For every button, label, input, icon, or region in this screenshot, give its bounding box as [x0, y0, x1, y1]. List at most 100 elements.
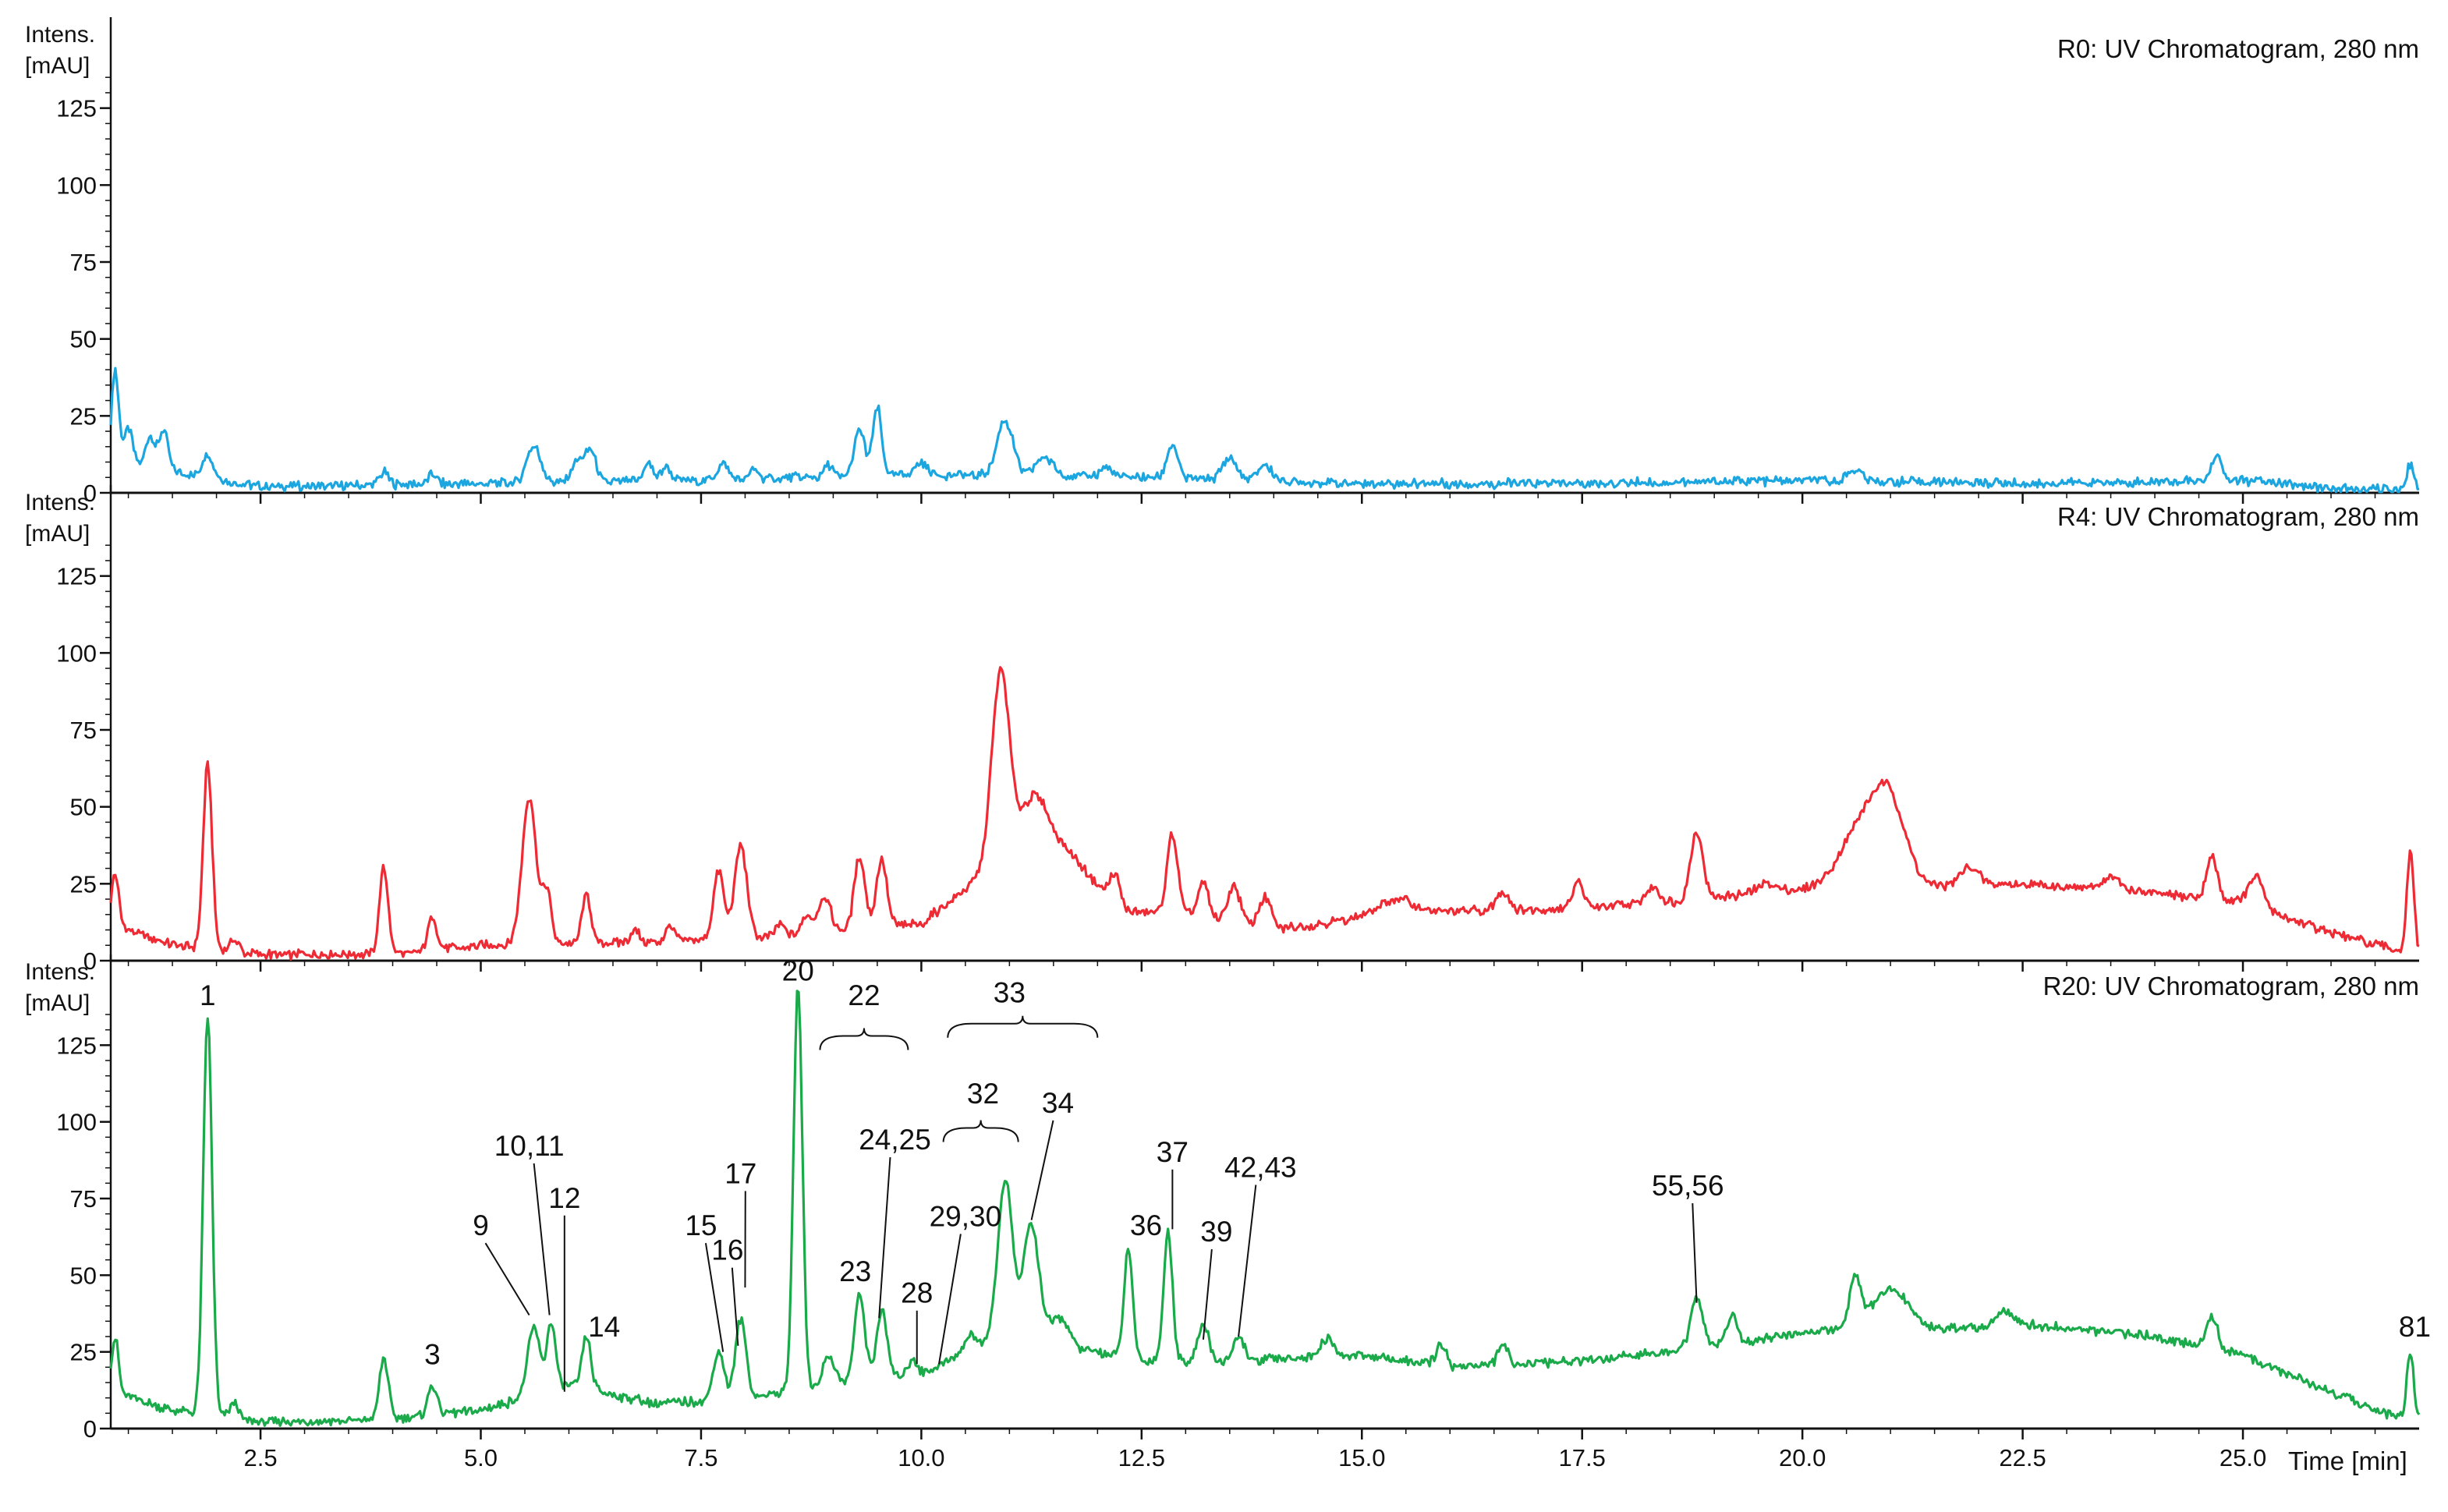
y-tick-label: 25	[70, 870, 97, 898]
peak-annotation: 16	[711, 1234, 743, 1346]
peak-label: 23	[839, 1255, 871, 1287]
peak-label: 3	[424, 1338, 441, 1370]
x-tick-label: 25.0	[2219, 1444, 2266, 1471]
leader-line	[1030, 1120, 1054, 1220]
y-axis-label-line1: Intens.	[25, 490, 95, 515]
leader-line	[937, 1234, 962, 1365]
leader-line	[878, 1156, 891, 1319]
peak-annotation: 37	[1157, 1136, 1189, 1230]
peak-label: 10,11	[494, 1130, 565, 1162]
y-tick-label: 125	[56, 95, 97, 122]
x-tick-label: 5.0	[464, 1444, 498, 1471]
peak-annotation: 34	[1030, 1087, 1074, 1220]
x-tick-label: 15.0	[1338, 1444, 1385, 1471]
y-tick-label: 100	[56, 639, 97, 667]
peak-annotation: 24,25	[859, 1124, 931, 1319]
peak-label: 20	[782, 955, 814, 987]
chromatogram-trace	[109, 366, 2420, 494]
peak-annotation: 22	[819, 979, 909, 1050]
peak-label: 16	[711, 1234, 743, 1266]
y-tick-label: 25	[70, 1339, 97, 1366]
peak-label: 17	[724, 1157, 756, 1189]
peak-annotation: 20	[782, 955, 814, 987]
y-tick-label: 0	[83, 1415, 97, 1443]
peak-label: 37	[1157, 1136, 1189, 1168]
peak-annotation: 3	[424, 1338, 441, 1370]
y-tick-label: 50	[70, 1262, 97, 1289]
x-axis-label: Time [min]	[2288, 1446, 2407, 1475]
y-axis-label-line2: [mAU]	[25, 53, 90, 79]
y-tick-label: 100	[56, 172, 97, 199]
leader-line	[731, 1267, 739, 1346]
leader-line	[704, 1243, 724, 1352]
y-axis-label-line1: Intens.	[25, 22, 95, 48]
panel-1: 0 25 50 75 100 125 Intens. [mAU] R0: UV Chromato…	[25, 17, 2420, 507]
peak-label: 14	[588, 1311, 620, 1343]
x-tick-label: 17.5	[1559, 1444, 1606, 1471]
y-axis-label-line2: [mAU]	[25, 521, 90, 547]
y-tick-label: 0	[83, 480, 97, 507]
peak-label: 81	[2399, 1311, 2431, 1343]
panel-2: 0 25 50 75 100 125 Intens. [mAU] R4: UV Chromato…	[25, 485, 2420, 975]
y-tick-label: 125	[56, 563, 97, 590]
peak-annotation: 10,11	[494, 1130, 565, 1315]
x-tick-label: 22.5	[1999, 1444, 2046, 1471]
peak-label: 55,56	[1652, 1170, 1724, 1202]
peak-label: 1	[200, 979, 216, 1011]
y-axis-label-line1: Intens.	[25, 959, 95, 985]
y-tick-label: 25	[70, 402, 97, 430]
leader-line	[1238, 1184, 1257, 1337]
leader-line	[1692, 1203, 1698, 1303]
group-bracket	[942, 1120, 1019, 1142]
panel-title: R0: UV Chromatogram, 280 nm	[2057, 34, 2419, 63]
peak-annotation: 12	[548, 1182, 580, 1392]
peak-annotation: 23	[839, 1255, 871, 1287]
peak-annotations: 13910,11121415161720222324,252829,303233…	[200, 955, 2431, 1392]
panel-title: R4: UV Chromatogram, 280 nm	[2057, 502, 2419, 531]
peak-annotation: 55,56	[1652, 1170, 1724, 1303]
peak-label: 32	[967, 1078, 999, 1110]
leader-line	[533, 1163, 551, 1315]
peak-annotation: 14	[588, 1311, 620, 1343]
y-tick-label: 75	[70, 249, 97, 276]
peak-annotation: 42,43	[1224, 1151, 1297, 1337]
peak-label: 12	[548, 1182, 580, 1214]
peak-label: 22	[848, 979, 880, 1011]
peak-annotation: 32	[942, 1078, 1019, 1142]
peak-label: 28	[901, 1277, 933, 1309]
panel-title: R20: UV Chromatogram, 280 nm	[2043, 972, 2419, 1000]
peak-label: 33	[994, 976, 1026, 1008]
peak-annotation: 39	[1200, 1216, 1232, 1340]
peak-label: 24,25	[859, 1124, 931, 1156]
leader-line	[484, 1242, 530, 1315]
peak-annotation: 81	[2399, 1311, 2431, 1343]
y-tick-label: 0	[83, 947, 97, 975]
leader-line	[1202, 1248, 1213, 1340]
y-tick-label: 75	[70, 1185, 97, 1213]
peak-label: 15	[685, 1209, 717, 1241]
x-tick-label: 7.5	[684, 1444, 717, 1471]
peak-annotation: 1	[200, 979, 216, 1011]
peak-annotation: 9	[473, 1209, 530, 1315]
chromatogram-trace	[109, 666, 2420, 961]
y-tick-label: 100	[56, 1109, 97, 1136]
y-axis-label-line2: [mAU]	[25, 990, 90, 1016]
peak-annotation: 17	[724, 1157, 756, 1288]
peak-label: 42,43	[1224, 1151, 1297, 1183]
group-bracket	[947, 1015, 1099, 1038]
peak-label: 9	[473, 1209, 489, 1241]
x-tick-label: 20.0	[1779, 1444, 1826, 1471]
peak-annotation: 36	[1130, 1209, 1162, 1241]
y-tick-label: 50	[70, 326, 97, 353]
peak-label: 34	[1042, 1087, 1074, 1119]
peak-annotation: 33	[947, 976, 1099, 1038]
peak-label: 39	[1200, 1216, 1232, 1248]
y-tick-label: 50	[70, 794, 97, 821]
y-tick-label: 125	[56, 1032, 97, 1059]
peak-label: 29,30	[930, 1200, 1002, 1232]
y-tick-label: 75	[70, 717, 97, 744]
peak-annotation: 28	[901, 1277, 933, 1365]
group-bracket	[819, 1028, 909, 1050]
